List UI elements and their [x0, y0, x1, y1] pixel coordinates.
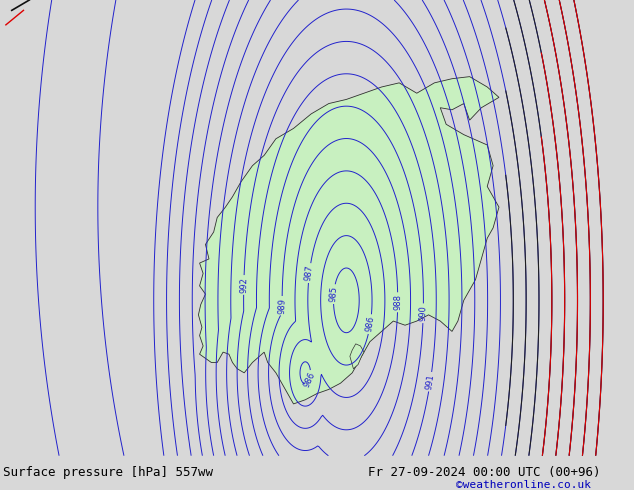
Text: 990: 990 — [418, 305, 428, 321]
Text: Fr 27-09-2024 00:00 UTC (00+96): Fr 27-09-2024 00:00 UTC (00+96) — [368, 466, 600, 479]
Text: 988: 988 — [393, 294, 402, 310]
Polygon shape — [198, 76, 499, 404]
Text: 986: 986 — [365, 316, 376, 333]
Text: 992: 992 — [239, 277, 249, 293]
Text: 989: 989 — [277, 298, 287, 314]
Text: 987: 987 — [304, 265, 314, 282]
Text: 986: 986 — [302, 371, 317, 389]
Text: ©weatheronline.co.uk: ©weatheronline.co.uk — [456, 480, 592, 490]
Polygon shape — [350, 344, 364, 368]
Text: 985: 985 — [328, 286, 339, 302]
Text: 991: 991 — [425, 373, 436, 390]
Text: Surface pressure [hPa] 557ww: Surface pressure [hPa] 557ww — [3, 466, 213, 479]
